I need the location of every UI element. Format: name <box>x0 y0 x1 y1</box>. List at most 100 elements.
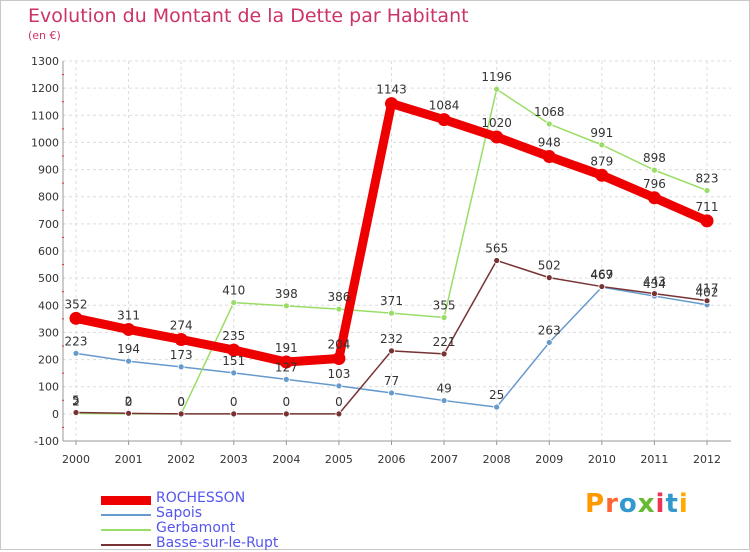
logo-letter: r <box>605 489 619 519</box>
data-point-sapois <box>230 369 238 377</box>
data-point-gerbamont <box>230 299 238 306</box>
data-label-sapois: 127 <box>275 360 298 374</box>
x-tick-label: 2001 <box>115 453 143 466</box>
legend-swatch <box>101 514 151 516</box>
data-label-sapois: 194 <box>117 342 140 356</box>
data-point-rochesson <box>227 343 241 357</box>
data-label-basse-sur-le-rupt: 0 <box>283 395 291 409</box>
y-tick-label: 200 <box>38 354 59 367</box>
logo-letter: P <box>585 489 606 519</box>
data-label-basse-sur-le-rupt: 417 <box>696 282 719 296</box>
data-label-sapois: 402 <box>696 286 719 300</box>
data-label-sapois: 77 <box>384 374 399 388</box>
data-point-basse-sur-le-rupt <box>440 350 448 358</box>
data-point-basse-sur-le-rupt <box>177 410 185 418</box>
data-point-basse-sur-le-rupt <box>230 410 238 418</box>
series-lines <box>69 85 714 418</box>
data-label-gerbamont: 1196 <box>481 70 512 84</box>
data-label-gerbamont: 823 <box>696 171 719 185</box>
x-tick-label: 2002 <box>167 453 195 466</box>
data-label-rochesson: 1143 <box>376 83 407 97</box>
data-label-gerbamont: 2 <box>72 394 80 408</box>
data-point-basse-sur-le-rupt <box>72 409 80 416</box>
data-label-basse-sur-le-rupt: 469 <box>590 268 613 282</box>
y-tick-label: 1000 <box>31 136 59 149</box>
data-label-sapois: 173 <box>170 348 193 362</box>
data-point-gerbamont <box>282 302 290 310</box>
x-tick-label: 2012 <box>693 453 721 466</box>
data-point-gerbamont <box>703 187 711 194</box>
data-label-sapois: 434 <box>643 277 666 291</box>
data-point-sapois <box>72 349 80 357</box>
data-label-basse-sur-le-rupt: 5 <box>72 394 80 408</box>
logo-letter: x <box>637 489 656 519</box>
data-label-rochesson: 235 <box>222 329 245 343</box>
data-point-basse-sur-le-rupt <box>125 409 132 417</box>
y-tick-label: 500 <box>38 272 59 285</box>
data-point-rochesson <box>437 113 451 127</box>
y-tick-label: 600 <box>38 245 59 258</box>
data-label-basse-sur-le-rupt: 0 <box>335 395 343 409</box>
data-point-basse-sur-le-rupt <box>545 274 553 282</box>
data-point-gerbamont <box>598 141 606 149</box>
grid <box>63 60 731 442</box>
data-label-rochesson: 311 <box>117 308 140 322</box>
data-point-basse-sur-le-rupt <box>651 290 658 298</box>
axes: -100010020030040050060070080090010001100… <box>31 55 731 466</box>
x-tick-label: 2009 <box>535 453 563 466</box>
data-label-gerbamont: 898 <box>643 151 666 165</box>
data-point-gerbamont <box>545 120 553 128</box>
x-tick-label: 2007 <box>430 453 458 466</box>
y-tick-label: 900 <box>38 164 59 177</box>
x-tick-label: 2005 <box>325 453 353 466</box>
legend-label: Sapois <box>156 505 203 521</box>
data-label-sapois: 49 <box>436 382 451 396</box>
data-point-rochesson <box>69 311 83 325</box>
data-label-sapois: 103 <box>327 367 350 381</box>
data-point-basse-sur-le-rupt <box>703 297 711 305</box>
x-tick-label: 2006 <box>378 453 406 466</box>
data-label-rochesson: 204 <box>327 337 350 351</box>
logo-letter: i <box>655 489 666 519</box>
data-label-rochesson: 191 <box>275 341 298 355</box>
x-tick-label: 2004 <box>272 453 300 466</box>
data-label-rochesson: 1020 <box>481 116 512 130</box>
data-label-rochesson: 352 <box>65 297 88 311</box>
data-point-rochesson <box>647 191 661 205</box>
data-point-sapois <box>440 397 448 404</box>
y-tick-label: 300 <box>38 326 59 339</box>
data-point-rochesson <box>385 97 398 111</box>
data-label-basse-sur-le-rupt: 502 <box>538 259 561 273</box>
data-point-sapois <box>493 403 501 411</box>
data-label-sapois: 223 <box>65 334 88 348</box>
data-point-sapois <box>545 339 553 346</box>
x-tick-label: 2011 <box>640 453 668 466</box>
x-tick-label: 2008 <box>483 453 511 466</box>
legend-label: Basse-sur-le-Rupt <box>156 535 279 551</box>
data-point-sapois <box>335 382 343 390</box>
data-label-rochesson: 796 <box>643 177 666 191</box>
data-label-gerbamont: 1068 <box>534 105 565 119</box>
data-label-basse-sur-le-rupt: 232 <box>380 332 403 346</box>
data-label-gerbamont: 410 <box>222 284 245 298</box>
x-tick-label: 2003 <box>220 453 248 466</box>
data-label-sapois: 25 <box>489 388 504 402</box>
line-chart: -100010020030040050060070080090010001100… <box>31 55 731 466</box>
legend-swatch <box>101 495 151 505</box>
y-tick-label: 1300 <box>31 55 59 68</box>
data-point-gerbamont <box>493 85 501 93</box>
plot-area <box>63 61 731 441</box>
data-point-gerbamont <box>651 166 658 174</box>
data-label-basse-sur-le-rupt: 2 <box>125 394 133 408</box>
data-point-rochesson <box>174 332 188 346</box>
legend-label: ROCHESSON <box>156 490 246 506</box>
x-tick-label: 2000 <box>62 453 90 466</box>
data-label-gerbamont: 355 <box>433 299 456 313</box>
data-label-gerbamont: 0 <box>125 395 133 409</box>
data-label-basse-sur-le-rupt: 0 <box>177 395 185 409</box>
legend-swatch <box>101 544 151 546</box>
y-tick-label: -100 <box>34 435 59 448</box>
data-point-rochesson <box>122 322 136 336</box>
data-point-gerbamont <box>440 314 448 321</box>
